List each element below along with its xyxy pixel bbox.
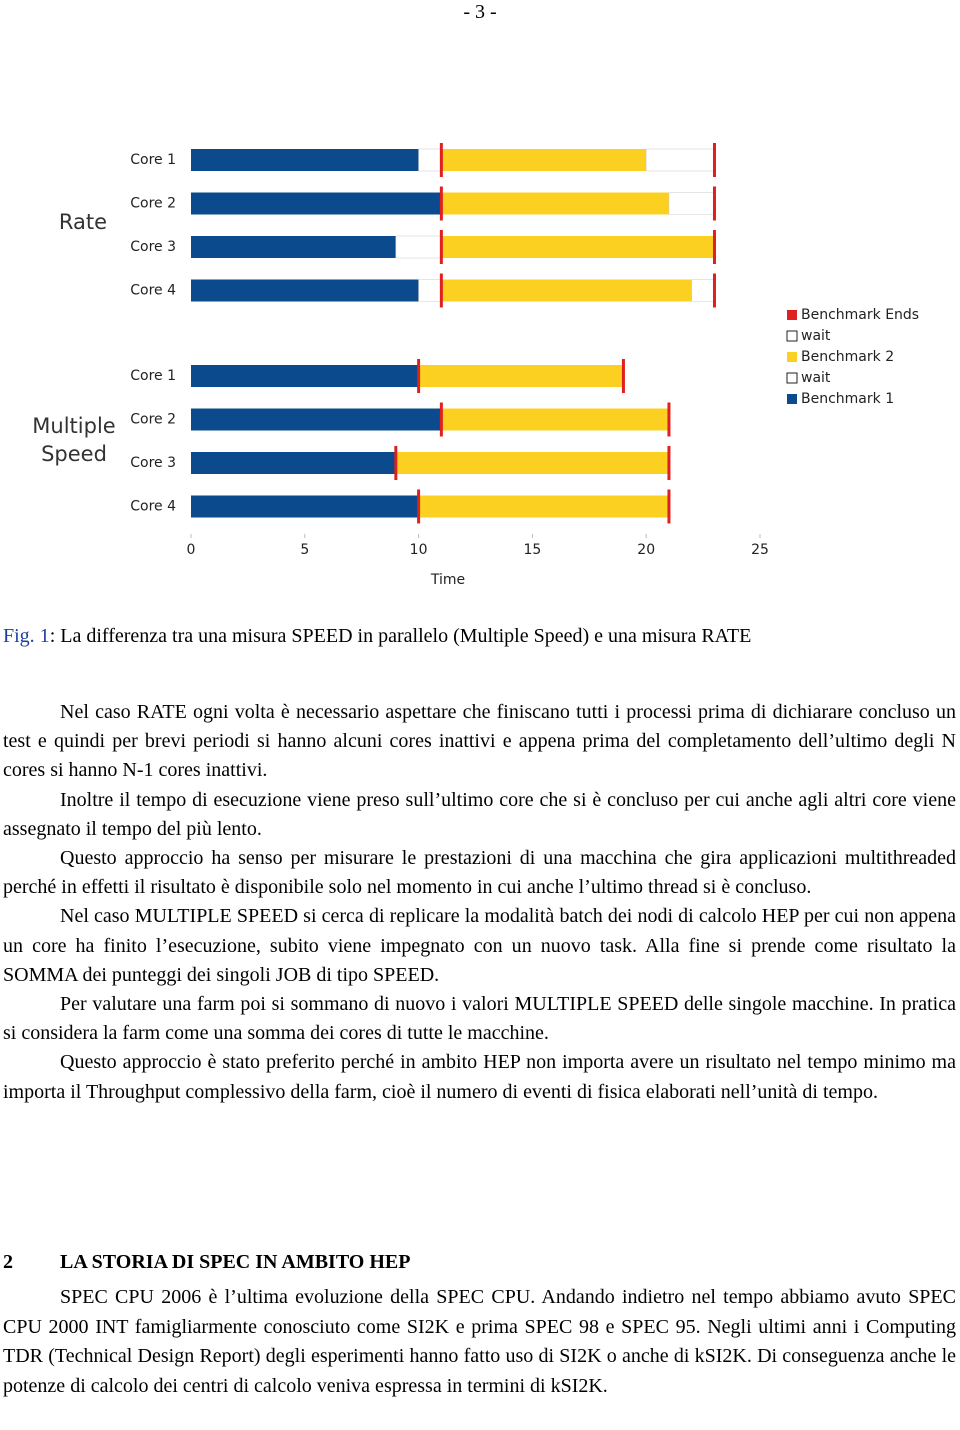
section-body: SPEC CPU 2006 è l’ultima evoluzione dell…	[3, 1283, 956, 1401]
category-label: Core 2	[130, 196, 176, 212]
section-title: LA STORIA DI SPEC IN AMBITO HEP	[60, 1251, 411, 1273]
bar-segment	[395, 235, 442, 259]
paragraph: Nel caso MULTIPLE SPEED si cerca di repl…	[3, 905, 956, 986]
bar-segment	[418, 365, 624, 387]
bar-segment	[191, 149, 419, 171]
category-label: Core 4	[130, 283, 176, 299]
caption-text: : La differenza tra una misura SPEED in …	[49, 625, 752, 647]
bar-segment	[441, 408, 669, 431]
legend-swatch	[786, 330, 798, 342]
bar-segment	[691, 279, 715, 302]
x-tick-label: 0	[187, 542, 196, 558]
bar-segment	[395, 452, 669, 474]
legend-swatch	[786, 372, 798, 384]
bar-segment	[191, 279, 419, 302]
x-tick-label: 5	[300, 542, 309, 558]
figure: Core 1 Core 2 Core 3 Core 4 Core 1 Core 2 Core…	[0, 100, 960, 600]
bar-segment	[191, 236, 396, 258]
legend-swatch	[787, 394, 797, 404]
caption-label: Fig. 1	[3, 625, 50, 647]
bar-segment	[645, 148, 715, 172]
legend-label: Benchmark 1	[801, 391, 894, 407]
paragraph: Questo approccio ha senso per misurare l…	[3, 847, 956, 899]
x-tick-label: 15	[523, 542, 541, 558]
x-axis-label: Time	[430, 572, 465, 588]
group-label: Multiple Speed	[32, 414, 116, 466]
bar-segment	[441, 149, 647, 171]
x-tick-label: 10	[410, 542, 428, 558]
x-tick-label: 25	[751, 542, 769, 558]
paragraph: Per valutare una farm poi si sommano di …	[3, 993, 956, 1045]
body-text: Nel caso RATE ogni volta è necessario as…	[3, 698, 956, 1107]
bar-segment	[418, 279, 442, 302]
category-label: Core 4	[130, 499, 176, 515]
page-number: - 3 -	[463, 1, 497, 23]
legend-swatch	[787, 352, 797, 362]
category-label: Core 3	[130, 455, 176, 471]
category-label: Core 3	[130, 239, 176, 255]
category-label: Core 2	[130, 412, 176, 428]
x-tick-label: 20	[637, 542, 655, 558]
bar-segment	[441, 279, 692, 302]
chart: Core 1 Core 2 Core 3 Core 4 Core 1 Core 2 Core…	[130, 143, 919, 588]
legend-label: Benchmark Ends	[801, 307, 919, 323]
bar-segment	[441, 192, 669, 215]
paragraph: SPEC CPU 2006 è l’ultima evoluzione dell…	[3, 1286, 956, 1397]
legend-label: wait	[801, 328, 831, 344]
bar-segment	[191, 192, 442, 215]
paragraph: Nel caso RATE ogni volta è necessario as…	[3, 701, 956, 782]
bar-segment	[668, 192, 715, 215]
bar-segment	[191, 408, 442, 431]
paragraph: Inoltre il tempo di esecuzione viene pre…	[3, 788, 956, 840]
bar-segment	[191, 365, 419, 387]
bar-segment	[418, 148, 442, 172]
paragraph: Questo approccio è stato preferito perch…	[3, 1051, 956, 1103]
bar-segment	[441, 236, 715, 258]
legend-label: Benchmark 2	[801, 349, 894, 365]
bar-segment	[191, 495, 419, 518]
legend-swatch	[787, 310, 797, 320]
bar-segment	[191, 452, 396, 474]
section-number: 2	[3, 1251, 13, 1273]
legend-label: wait	[801, 370, 831, 386]
section-heading: 2 LA STORIA DI SPEC IN AMBITO HEP	[3, 1247, 410, 1277]
bar-segment	[418, 495, 669, 518]
caption: Fig. 1: La differenza tra una misura SPE…	[3, 622, 751, 650]
group-label: Rate	[58, 210, 108, 234]
category-label: Core 1	[130, 152, 176, 168]
category-label: Core 1	[130, 368, 176, 384]
